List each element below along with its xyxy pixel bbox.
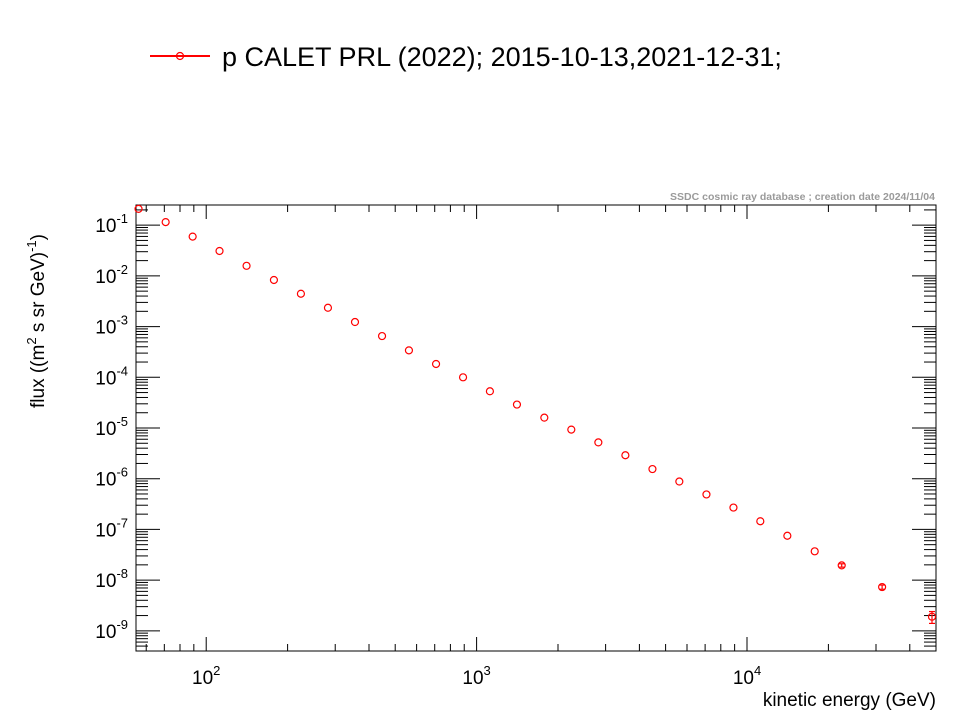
y-tick-label-base: 10	[95, 216, 116, 237]
data-point	[540, 413, 549, 422]
y-tick-label-exp: -1	[116, 211, 128, 226]
y-tick-label-base: 10	[95, 622, 116, 643]
data-point	[512, 400, 522, 409]
y-axis-title-sup: -1	[24, 240, 39, 252]
credit-text: SSDC cosmic ray database ; creation date…	[670, 191, 935, 203]
x-axis-title: kinetic energy (GeV)	[763, 690, 936, 711]
data-point	[675, 477, 684, 486]
y-tick-label: 10-2	[95, 262, 128, 288]
data-point	[927, 612, 937, 621]
data-point	[188, 232, 197, 241]
y-axis-title: flux ((m2 s sr GeV)-1)	[24, 234, 49, 408]
x-tick-label-base: 10	[192, 668, 213, 689]
y-tick-label-exp: -6	[116, 465, 128, 480]
y-tick-label-exp: -4	[116, 363, 128, 378]
y-tick-label-exp: -2	[116, 262, 128, 277]
y-tick-label: 10-1	[95, 211, 128, 237]
x-tick-labels: 102 103 104	[192, 663, 761, 689]
y-tick-label-base: 10	[95, 368, 116, 389]
data-point	[242, 261, 251, 270]
axis-ticks	[136, 205, 937, 652]
data-point	[729, 503, 738, 512]
data-point	[878, 582, 887, 592]
data-point	[648, 464, 657, 474]
y-tick-label-base: 10	[95, 520, 116, 541]
legend: p CALET PRL (2022); 2015-10-13,2021-12-3…	[150, 42, 782, 72]
data-point	[783, 531, 792, 540]
x-tick-label-base: 10	[733, 668, 754, 689]
data-point	[756, 517, 765, 526]
data-point	[134, 204, 143, 213]
y-axis-title-part: flux ((m	[28, 345, 49, 408]
y-tick-label: 10-6	[95, 465, 128, 491]
y-tick-label: 10-9	[95, 617, 128, 643]
y-tick-label-base: 10	[95, 470, 116, 491]
x-tick-label-exp: 3	[484, 663, 491, 678]
data-point	[215, 246, 224, 256]
data-point	[377, 331, 387, 341]
y-tick-label: 10-8	[95, 566, 128, 592]
y-tick-label-base: 10	[95, 318, 116, 339]
y-axis-title-sup: 2	[24, 337, 39, 344]
x-tick-label: 104	[733, 663, 761, 689]
y-tick-label: 10-4	[95, 363, 128, 389]
y-tick-label-base: 10	[95, 419, 116, 440]
y-tick-label-exp: -3	[116, 313, 128, 328]
y-tick-label: 10-5	[95, 414, 128, 440]
data-point	[621, 451, 630, 460]
y-tick-label-exp: -5	[116, 414, 128, 429]
data-point	[269, 275, 279, 285]
legend-marker	[175, 51, 185, 61]
y-tick-label-exp: -8	[116, 566, 128, 581]
y-tick-label: 10-7	[95, 515, 128, 541]
x-tick-label: 103	[462, 663, 490, 689]
x-tick-label-base: 10	[462, 668, 483, 689]
data-point	[323, 303, 333, 312]
legend-label: p CALET PRL (2022); 2015-10-13,2021-12-3…	[222, 42, 782, 72]
y-tick-label-base: 10	[95, 267, 116, 288]
data-point	[567, 425, 576, 434]
y-tick-label-base: 10	[95, 571, 116, 592]
y-tick-labels: 10-110-210-310-410-510-610-710-810-9	[95, 211, 128, 643]
data-point	[431, 359, 441, 369]
data-point	[161, 218, 170, 227]
y-tick-label-exp: -9	[116, 617, 128, 632]
data-point	[350, 317, 360, 327]
data-points	[134, 204, 937, 625]
data-point	[837, 561, 846, 570]
data-point	[404, 346, 414, 355]
x-tick-label-exp: 4	[754, 663, 761, 678]
plot-frame	[135, 204, 937, 652]
data-point	[810, 547, 819, 556]
data-point	[458, 373, 468, 382]
y-tick-label-exp: -7	[116, 515, 128, 530]
x-tick-label-exp: 2	[213, 663, 220, 678]
data-point	[485, 387, 495, 396]
x-tick-label: 102	[192, 663, 220, 689]
y-tick-label: 10-3	[95, 313, 128, 339]
y-axis-title-part: )	[28, 234, 49, 240]
data-point	[594, 438, 603, 447]
y-axis-title-part: s sr GeV)	[28, 252, 49, 338]
data-point	[296, 289, 306, 298]
data-point	[702, 490, 711, 499]
